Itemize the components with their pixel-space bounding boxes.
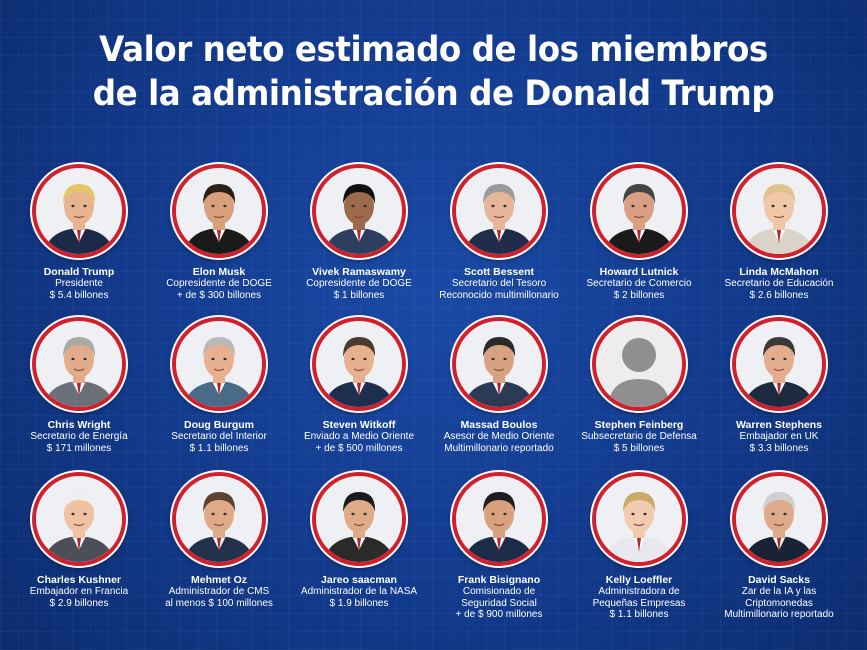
member-detail-line: Subsecretario de Defensa xyxy=(581,431,697,442)
member-card: Warren Stephens Embajador en UK $ 3.3 bill… xyxy=(704,317,854,454)
member-detail-line: Administrador de CMS xyxy=(168,586,270,597)
member-photo xyxy=(592,472,686,566)
member-name: Doug Burgum xyxy=(184,419,254,431)
member-card: Vivek Ramaswamy Copresidente de DOGE $ 1 b… xyxy=(284,164,434,301)
member-detail-line: $ 2.9 billones xyxy=(49,597,109,609)
member-card: Charles Kushner Embajador en Francia $ 2.9… xyxy=(4,472,154,609)
member-photo xyxy=(732,164,826,258)
member-photo xyxy=(172,472,266,566)
member-detail-line: $ 2.6 billones xyxy=(749,289,809,301)
member-card: Elon Musk Copresidente de DOGE + de $ 300 … xyxy=(144,164,294,301)
member-detail-line: Seguridad Social xyxy=(461,597,537,609)
member-detail-line: $ 1.1 billones xyxy=(189,442,249,454)
member-detail-line: Secretario del Tesoro xyxy=(451,278,547,289)
member-photo xyxy=(172,317,266,411)
placeholder-avatar-icon xyxy=(592,317,686,411)
title-line-2: de la administración de Donald Trump xyxy=(92,74,775,114)
member-detail-line: Presidente xyxy=(55,278,103,289)
member-name: Elon Musk xyxy=(192,266,246,278)
member-card: Stephen Feinberg Subsecretario de Defensa… xyxy=(564,317,714,454)
member-detail-line: Multimillonario reportado xyxy=(444,442,554,454)
member-photo xyxy=(732,472,826,566)
member-detail-line: Copresidente de DOGE xyxy=(306,278,412,289)
member-name: Chris Wright xyxy=(47,419,111,431)
member-name: Massad Boulos xyxy=(460,419,538,431)
member-detail-line: + de $ 300 billones xyxy=(176,289,262,301)
member-detail-line: $ 1.9 billones xyxy=(329,597,389,609)
member-detail-line: Secretario de Comercio xyxy=(586,278,692,289)
member-detail-line: $ 5.4 billones xyxy=(49,289,109,301)
member-photo xyxy=(32,164,126,258)
member-detail-line: Comisionado de xyxy=(462,586,536,597)
member-detail-line: + de $ 500 millones xyxy=(315,442,403,454)
member-name: Stephen Feinberg xyxy=(594,419,684,431)
member-photo xyxy=(32,472,126,566)
member-name: Frank Bisignano xyxy=(457,574,541,586)
member-photo xyxy=(312,164,406,258)
member-detail-line: Embajador en UK xyxy=(739,431,819,442)
title-line-1: Valor neto estimado de los miembros xyxy=(99,30,768,70)
member-name: David Sacks xyxy=(748,574,810,586)
member-name: Mehmet Oz xyxy=(190,574,247,586)
member-name: Charles Kushner xyxy=(36,574,122,586)
member-photo xyxy=(732,317,826,411)
member-detail-line: $ 5 billones xyxy=(613,442,665,454)
member-card: Chris Wright Secretario de Energía $ 171 m… xyxy=(4,317,154,454)
member-card: Massad Boulos Asesor de Medio Oriente Mult… xyxy=(424,317,574,454)
member-detail-line: Secretario de Energía xyxy=(30,431,128,442)
member-detail-line: Pequeñas Empresas xyxy=(592,597,686,609)
member-detail-line: + de $ 900 millones xyxy=(455,609,543,620)
member-photo xyxy=(452,472,546,566)
member-detail-line: Zar de la IA y las xyxy=(741,586,817,597)
member-detail-line: Criptomonedas xyxy=(745,597,813,609)
member-photo xyxy=(312,472,406,566)
member-photo xyxy=(172,164,266,258)
member-card: Howard Lutnick Secretario de Comercio $ 2 … xyxy=(564,164,714,301)
member-detail-line: $ 171 millones xyxy=(46,442,112,454)
member-name: Donald Trump xyxy=(43,266,115,278)
member-detail-line: Copresidente de DOGE xyxy=(166,278,272,289)
member-card: Doug Burgum Secretario del Interior $ 1.1 … xyxy=(144,317,294,454)
member-detail-line: Secretario de Educación xyxy=(724,278,834,289)
member-detail-line: Enviado a Medio Oriente xyxy=(303,431,415,442)
member-detail-line: $ 1 billones xyxy=(333,289,385,301)
member-detail-line: al menos $ 100 millones xyxy=(165,597,273,609)
member-detail-line: Administrador de la NASA xyxy=(300,586,418,597)
member-card: Frank Bisignano Comisionado de Seguridad S… xyxy=(424,472,574,621)
member-name: Warren Stephens xyxy=(736,419,822,431)
member-card: David Sacks Zar de la IA y las Criptomoned… xyxy=(704,472,854,621)
member-detail-line: $ 2 billones xyxy=(613,289,665,301)
member-card: Mehmet Oz Administrador de CMS al menos $ … xyxy=(144,472,294,609)
member-name: Vivek Ramaswamy xyxy=(312,266,406,278)
member-detail-line: Secretario del Interior xyxy=(171,431,267,442)
member-name: Jareo saacman xyxy=(321,574,397,586)
member-name: Howard Lutnick xyxy=(599,266,679,278)
member-detail-line: Multimillonario reportado xyxy=(724,609,834,620)
member-photo xyxy=(312,317,406,411)
member-card: Jareo saacman Administrador de la NASA $ 1… xyxy=(284,472,434,609)
member-card: Linda McMahon Secretario de Educación $ 2.… xyxy=(704,164,854,301)
member-photo xyxy=(452,164,546,258)
member-detail-line: Asesor de Medio Oriente xyxy=(443,431,555,442)
member-name: Steven Witkoff xyxy=(322,419,396,431)
member-photo xyxy=(32,317,126,411)
member-name: Kelly Loeffler xyxy=(605,574,673,586)
member-name: Linda McMahon xyxy=(739,266,819,278)
member-detail-line: Administradora de xyxy=(598,586,680,597)
member-detail-line: Reconocido multimillonario xyxy=(439,289,559,301)
member-photo xyxy=(452,317,546,411)
member-photo xyxy=(592,164,686,258)
member-card: Kelly Loeffler Administradora de Pequeñas … xyxy=(564,472,714,621)
member-detail-line: $ 3.3 billones xyxy=(749,442,809,454)
page-title: Valor neto estimado de los miembros de l… xyxy=(30,28,836,116)
member-card: Steven Witkoff Enviado a Medio Oriente + d… xyxy=(284,317,434,454)
member-name: Scott Bessent xyxy=(463,266,535,278)
member-card: Donald Trump Presidente $ 5.4 billones xyxy=(4,164,154,301)
member-card: Scott Bessent Secretario del Tesoro Recono… xyxy=(424,164,574,301)
member-detail-line: $ 1.1 billones xyxy=(609,609,669,620)
member-detail-line: Embajador en Francia xyxy=(29,586,129,597)
